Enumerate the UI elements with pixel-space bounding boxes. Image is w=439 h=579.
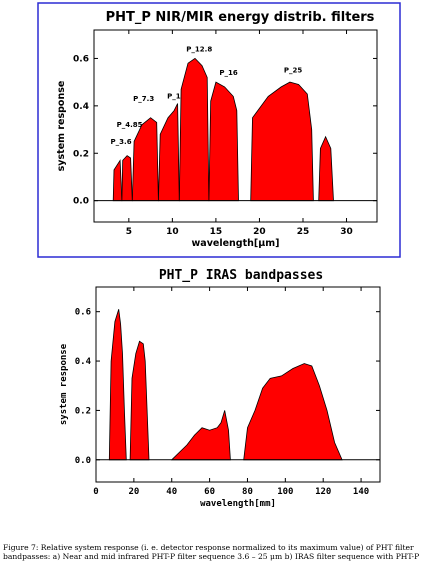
chart1-filter-label-4: P_12.8 xyxy=(186,45,212,53)
chart1-filter-label-1: P_4.85 xyxy=(117,121,143,129)
chart2-xtick-label-5: 100 xyxy=(277,487,293,497)
chart1-border xyxy=(37,2,401,258)
chart1-area-3 xyxy=(157,103,180,202)
chart2-xtick-label-4: 80 xyxy=(242,487,253,497)
chart2-ytick-label-3: 0.6 xyxy=(75,308,91,318)
figure-caption: Figure 7: Relative system response (i. e… xyxy=(3,543,420,561)
chart2-xtick-label-6: 120 xyxy=(315,487,331,497)
chart2-ytick-label-0: 0.0 xyxy=(75,456,91,466)
chart1-xtick-label-3: 20 xyxy=(253,227,266,237)
chart1-area-2 xyxy=(131,117,159,202)
chart2-ytick-label-1: 0.2 xyxy=(75,406,91,416)
chart2-title: PHT_P IRAS bandpasses xyxy=(159,268,323,283)
chart1-area-4 xyxy=(178,57,210,202)
chart1-filter-label-6: P_25 xyxy=(284,67,303,75)
chart1-ytick-label-1: 0.2 xyxy=(73,149,89,159)
chart1-title: PHT_P NIR/MIR energy distrib. filters xyxy=(106,10,375,25)
chart1-filter-label-0: P_3.6 xyxy=(111,138,132,146)
chart2-plot: 0 20 40 60 80 100 120 140 0.0 0.2 0.4 0.6 wavelength… xyxy=(59,286,381,509)
chart1-area-1 xyxy=(121,155,133,202)
chart2-xlabel: wavelength[mm] xyxy=(200,499,276,509)
chart1-xtick-label-0: 5 xyxy=(126,227,132,237)
chart1-xtick-label-4: 25 xyxy=(297,227,310,237)
chart2-area-0 xyxy=(108,309,127,461)
chart2-xtick-label-3: 60 xyxy=(204,487,215,497)
chart2-area-3 xyxy=(243,363,343,461)
chart2-area-2 xyxy=(170,410,231,461)
chart2-xtick-label-0: 0 xyxy=(93,487,98,497)
chart1-area-6 xyxy=(250,81,314,202)
chart1-axes-frame xyxy=(93,29,378,223)
chart1-ytick-label-0: 0.0 xyxy=(73,197,89,207)
chart2-xtick-label-7: 140 xyxy=(353,487,369,497)
chart1-xtick-label-1: 10 xyxy=(166,227,179,237)
chart1-filter-label-5: P_16 xyxy=(219,69,238,77)
chart1-area-0 xyxy=(112,159,123,202)
chart2-area-1 xyxy=(129,340,150,461)
chart1-filter-label-3: P_10 xyxy=(167,93,186,101)
chart2-axes-frame xyxy=(95,286,381,483)
chart1-filter-label-2: P_7.3 xyxy=(133,95,154,103)
chart1-xtick-label-2: 15 xyxy=(210,227,223,237)
chart1-xtick-label-5: 30 xyxy=(340,227,353,237)
chart1-xlabel: wavelength[μm] xyxy=(192,238,280,249)
chart2-xtick-label-1: 20 xyxy=(128,487,139,497)
chart1-plot: P_3.6 P_4.85 P_7.3 P_10 P_12.8 P_16 P_25 5 10 15 2… xyxy=(56,29,378,249)
chart1-ytick-label-2: 0.4 xyxy=(73,102,89,112)
chart1-area-7 xyxy=(318,135,334,202)
chart2-xtick-label-2: 40 xyxy=(166,487,177,497)
chart1-ylabel: system response xyxy=(56,81,67,172)
figure: PHT_P NIR/MIR energy distrib. filters P_… xyxy=(37,2,401,509)
chart1-area-5 xyxy=(208,81,239,202)
chart2-ytick-label-2: 0.4 xyxy=(75,357,92,367)
chart2-ylabel: system response xyxy=(59,343,69,425)
chart1-ytick-label-3: 0.6 xyxy=(73,54,89,64)
